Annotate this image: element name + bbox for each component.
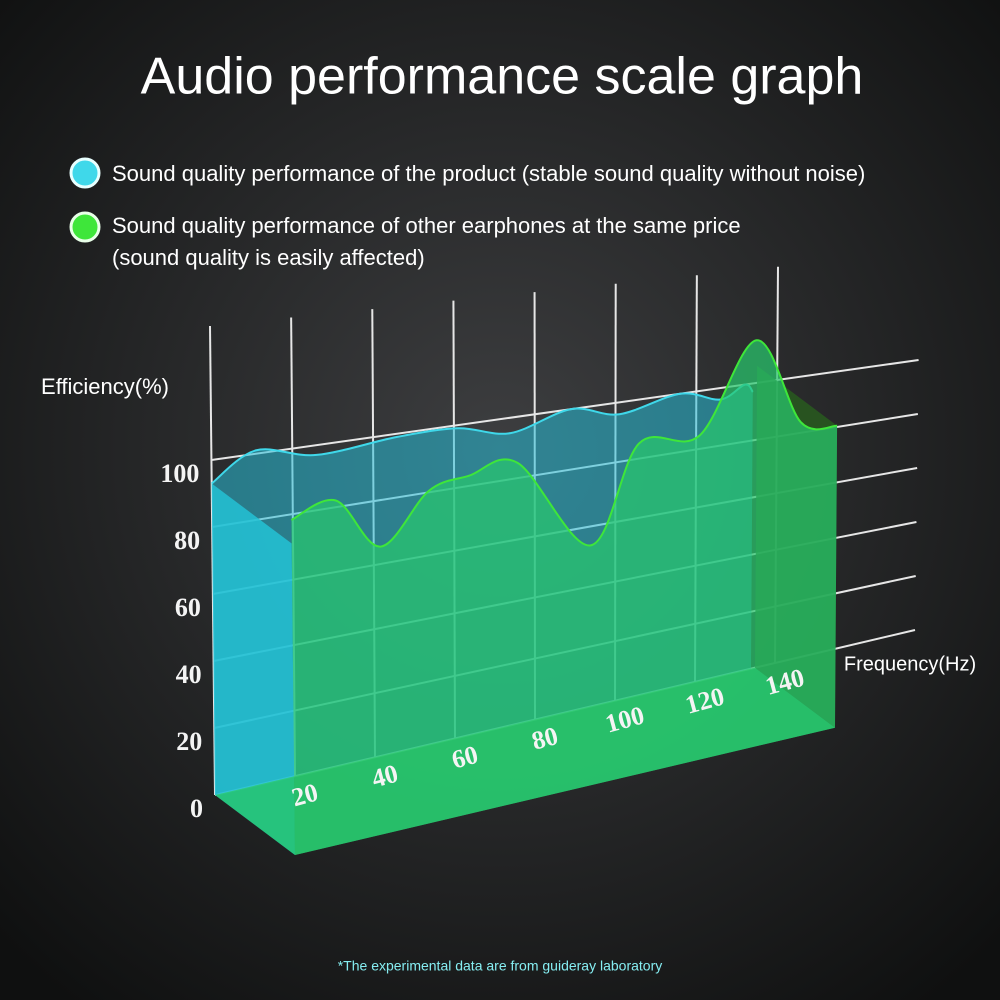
footnote: *The experimental data are from guideray…: [338, 958, 663, 974]
legend-label: Sound quality performance of the product…: [112, 161, 865, 186]
y-tick-label: 40: [176, 660, 202, 689]
series-line: [290, 339, 838, 548]
y-tick-label: 0: [190, 794, 203, 823]
area-fill: [291, 340, 838, 855]
wall-edge: [209, 325, 216, 796]
y-tick-label: 60: [175, 593, 201, 622]
legend-marker: [69, 211, 101, 243]
legend-label: Sound quality performance of other earph…: [112, 213, 741, 238]
x-axis-label: Frequency(Hz): [844, 653, 976, 675]
y-tick-label: 100: [160, 459, 199, 488]
y-axis-label: Efficiency(%): [41, 374, 169, 399]
legend-marker: [69, 157, 101, 189]
y-tick-label: 20: [176, 727, 202, 756]
chart-title: Audio performance scale graph: [141, 48, 864, 106]
legend-note: (sound quality is easily affected): [112, 245, 425, 270]
y-tick-label: 80: [174, 526, 200, 555]
